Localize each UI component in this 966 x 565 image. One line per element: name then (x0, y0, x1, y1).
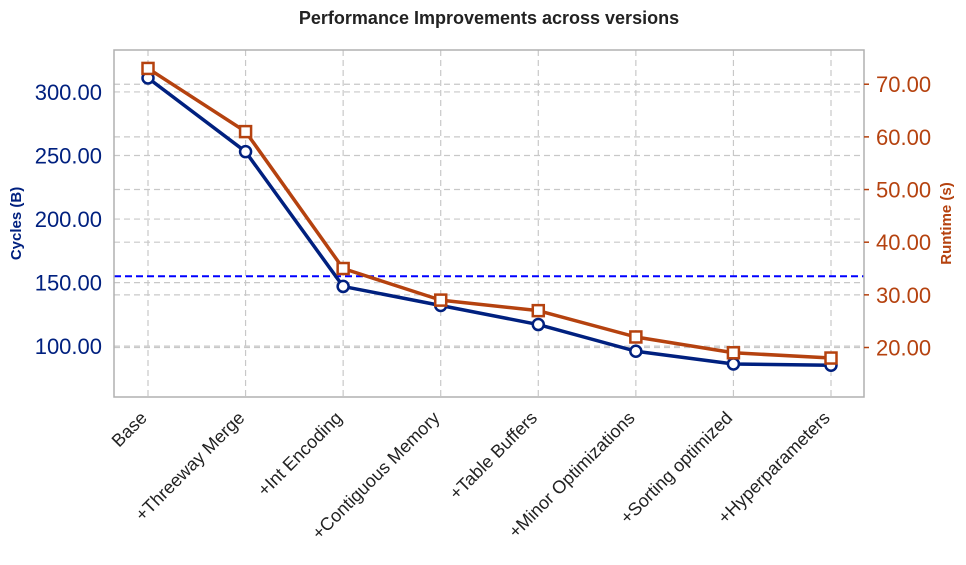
cycles-point (238, 144, 253, 159)
cycles-point (531, 317, 546, 332)
left-tick-label: 300.00 (35, 80, 102, 105)
grid-lines (114, 50, 864, 397)
right-axis-title: Runtime (s) (938, 182, 955, 265)
category-label: +Int Encoding (254, 408, 346, 500)
runtime-point (629, 330, 643, 344)
left-tick-label: 100.00 (35, 334, 102, 359)
runtime-point (336, 261, 350, 276)
chart-title: Performance Improvements across versions (299, 8, 679, 28)
series-layer (141, 61, 838, 372)
plot-frame (113, 49, 865, 398)
runtime-point (726, 346, 741, 360)
right-tick-label: 60.00 (876, 125, 931, 150)
right-tick-label: 30.00 (876, 283, 931, 308)
cycles-point (726, 357, 741, 371)
category-label: +Threeway Merge (131, 408, 248, 525)
series-line-1 (146, 76, 832, 367)
right-tick-label: 50.00 (876, 178, 931, 203)
runtime-point (531, 303, 546, 318)
left-tick-label: 200.00 (35, 207, 102, 232)
right-tick-label: 40.00 (876, 230, 931, 255)
cycles-point (336, 279, 350, 294)
right-tick-label: 20.00 (876, 336, 931, 361)
left-tick-label: 250.00 (35, 143, 102, 168)
runtime-point (824, 351, 838, 365)
category-label: Base (108, 408, 151, 451)
runtime-point (238, 124, 253, 139)
right-tick-label: 70.00 (876, 72, 931, 97)
left-tick-label: 150.00 (35, 271, 102, 296)
category-labels: Base+Threeway Merge +Int Encoding+Contigu… (108, 408, 834, 543)
left-axis-title: Cycles (B) (8, 187, 25, 260)
left-axis-ticks: 100.00 150.00 200.00 250.00 300.00 (35, 80, 102, 359)
runtime-point (141, 61, 155, 76)
right-axis-ticks: 20.00 30.00 40.00 50.00 60.00 70.00 (864, 72, 931, 361)
series-line-2 (147, 66, 832, 360)
runtime-point (433, 293, 448, 307)
cycles-point (629, 344, 643, 358)
category-label: +Table Buffers (445, 408, 541, 504)
